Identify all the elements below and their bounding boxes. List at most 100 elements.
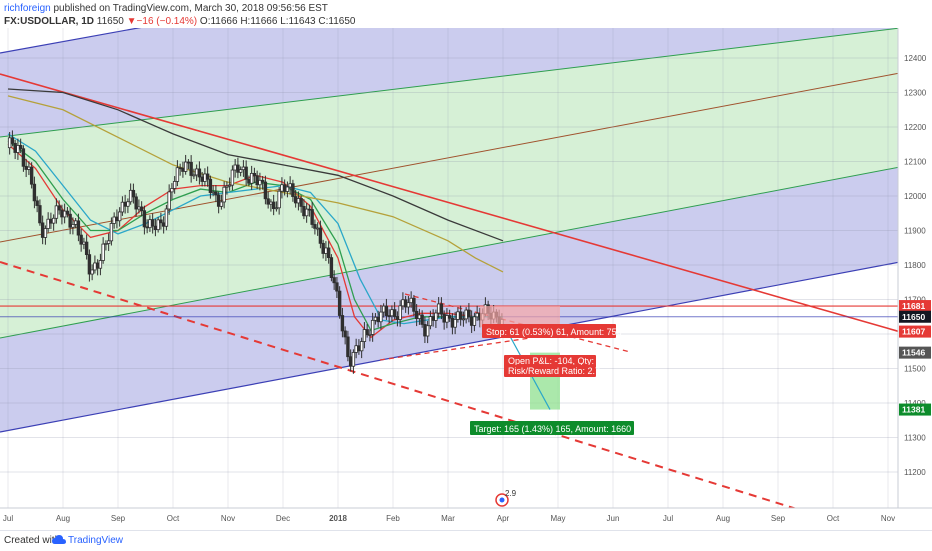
- symbol-label[interactable]: FX:USDOLLAR, 1D: [4, 16, 94, 27]
- candle-body: [203, 173, 207, 182]
- y-tick-label: 11400: [904, 399, 926, 408]
- price-tag-label: 11381: [902, 405, 925, 415]
- target-label-bg: [470, 421, 634, 435]
- candle-body: [40, 222, 45, 238]
- candle-body: [183, 161, 188, 172]
- series-sma-olive: [7, 95, 504, 273]
- price-tag-bg: [899, 346, 931, 359]
- long-short-position[interactable]: Stop: 61 (0.53%) 61, Amount: 756 Open P&L…: [470, 306, 634, 507]
- candle-body: [390, 309, 394, 317]
- candle-body: [62, 210, 67, 218]
- candle-body: [310, 209, 314, 225]
- candle-body: [329, 257, 334, 278]
- tradingview-cloud-icon: [52, 535, 66, 544]
- candle-body: [29, 166, 34, 185]
- candle-body: [461, 318, 466, 321]
- candle-body: [73, 220, 78, 225]
- author-link[interactable]: richforeign: [4, 3, 51, 14]
- candle-body: [384, 305, 389, 316]
- x-tick-label: Feb: [386, 514, 400, 523]
- candle-body: [57, 205, 61, 211]
- publish-line: richforeign published on TradingView.com…: [4, 3, 328, 14]
- y-tick-label: 12000: [904, 192, 927, 201]
- published-text: published on TradingView.com, March 30, …: [53, 3, 328, 14]
- candle-body: [387, 315, 391, 317]
- candle-body: [269, 201, 273, 205]
- stop-label: Stop: 61 (0.53%) 61, Amount: 756: [486, 327, 622, 337]
- candle-body: [425, 325, 430, 337]
- x-tick-label: Dec: [276, 514, 290, 523]
- candle-body: [200, 176, 204, 182]
- candle-body: [82, 241, 86, 245]
- axes: 1120011300114001150011600117001180011900…: [0, 28, 932, 530]
- candle-body: [106, 240, 111, 244]
- candles: [7, 130, 504, 374]
- price-tag-bg: [899, 325, 931, 338]
- risk-reward-label: Risk/Reward Ratio: 2.7: [508, 366, 600, 376]
- candle-body: [68, 213, 72, 228]
- candle-body: [13, 142, 17, 153]
- candle-body: [403, 299, 408, 308]
- tradingview-brand[interactable]: TradingView: [68, 535, 124, 546]
- candle-body: [346, 336, 350, 358]
- candle-body: [255, 175, 259, 186]
- price-tag-label: 11607: [902, 327, 925, 337]
- candle-body: [79, 234, 83, 245]
- candle-body: [7, 137, 12, 149]
- candle-body: [211, 191, 215, 194]
- candle-body: [134, 196, 138, 210]
- candle-body: [150, 219, 155, 227]
- change-value: ▼−16 (−0.14%): [126, 16, 198, 27]
- candle-body: [98, 260, 103, 269]
- candle-body: [304, 208, 309, 217]
- price-tag-label: 11681: [902, 301, 925, 311]
- price-tag-bg: [899, 310, 931, 323]
- created-with-label: Created with: [4, 535, 61, 546]
- candle-body: [472, 316, 477, 326]
- candle-body: [291, 183, 295, 197]
- candle-body: [354, 345, 358, 353]
- candle-body: [84, 241, 89, 256]
- candle-body: [194, 168, 199, 176]
- candle-body: [115, 216, 119, 222]
- high-value: H:11666: [240, 16, 278, 27]
- x-tick-label: 2018: [329, 514, 347, 523]
- grid-lines: [0, 28, 898, 508]
- candle-body: [123, 201, 127, 207]
- candle-body: [395, 316, 400, 320]
- candle-body: [258, 179, 262, 186]
- candle-body: [153, 225, 158, 231]
- candle-body: [340, 315, 345, 332]
- candle-body: [35, 200, 39, 206]
- candle-body: [442, 313, 446, 323]
- x-tick-label: Oct: [167, 514, 180, 523]
- x-tick-label: Jul: [663, 514, 673, 523]
- candle-body: [464, 309, 468, 320]
- candle-body: [285, 186, 290, 192]
- candle-body: [324, 247, 328, 254]
- band-line-lower: [0, 166, 898, 339]
- candle-body: [447, 315, 452, 319]
- candle-body: [65, 210, 70, 215]
- candle-body: [263, 181, 268, 200]
- candle-body: [139, 206, 144, 212]
- candle-body: [230, 169, 235, 186]
- candle-body: [238, 169, 243, 173]
- candle-body: [274, 207, 279, 210]
- candle-body: [49, 218, 53, 224]
- candle-body: [260, 179, 265, 183]
- target-label: Target: 165 (1.43%) 165, Amount: 1660: [474, 424, 631, 434]
- candle-body: [241, 166, 246, 171]
- candle-body: [368, 334, 372, 336]
- pnl-label: Open P&L: -104, Qty: 4: [508, 356, 602, 366]
- candle-body: [101, 243, 105, 261]
- candle-body: [321, 242, 325, 254]
- candle-body: [233, 164, 237, 171]
- candle-body: [406, 302, 411, 308]
- candle-body: [315, 227, 320, 230]
- x-tick-label: Aug: [56, 514, 70, 523]
- candle-body: [296, 198, 301, 204]
- candle-body: [409, 297, 413, 304]
- price-tag-bg: [899, 403, 931, 416]
